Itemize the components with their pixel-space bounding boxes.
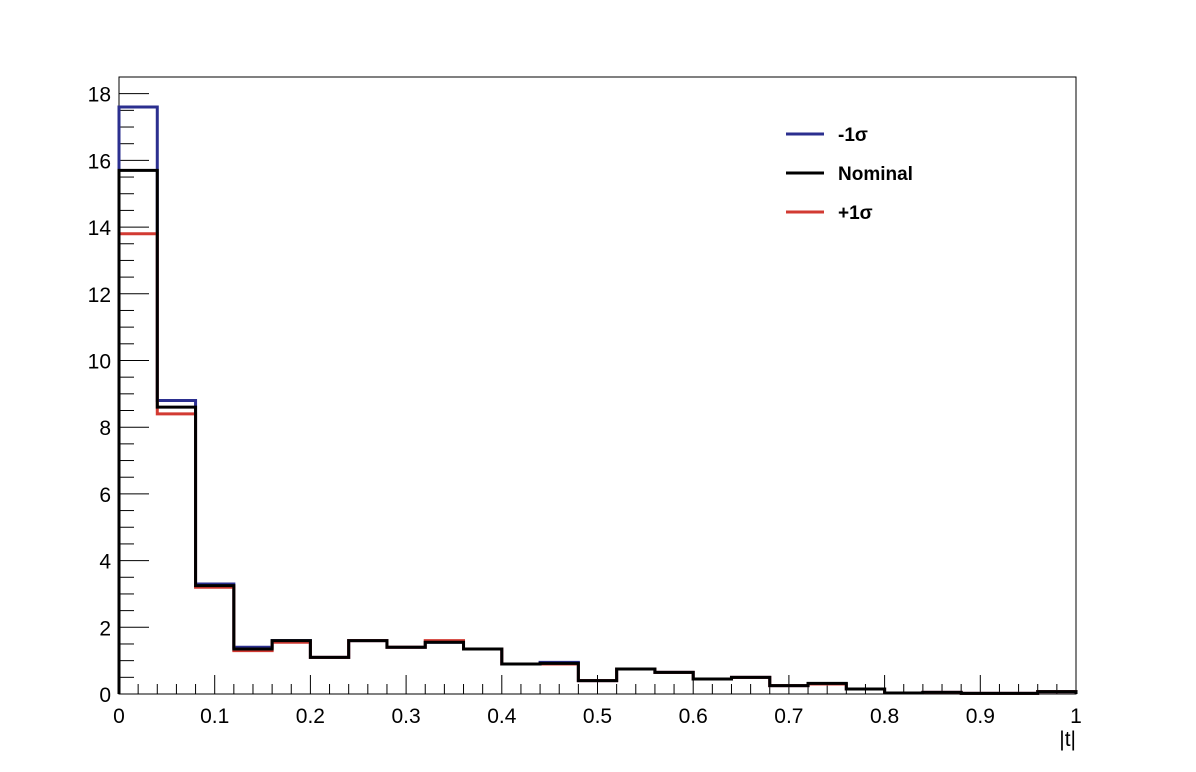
x-tick-label: 0.2 xyxy=(296,705,325,728)
y-tick-label: 12 xyxy=(88,284,111,307)
x-tick-label: 0.4 xyxy=(487,705,517,728)
y-tick-label: 2 xyxy=(99,617,111,640)
series-line xyxy=(117,105,1078,695)
y-tick-label: 6 xyxy=(99,484,111,507)
x-axis-title: |t| xyxy=(1059,728,1076,751)
x-tick-label: 0.1 xyxy=(200,705,229,728)
x-tick-labels: 0 0.1 0.2 0.3 0.4 0.5 0.6 0.7 0.8 0.9 1 xyxy=(113,705,1082,728)
legend: -1σ Nominal +1σ xyxy=(786,125,913,224)
y-tick-label: 10 xyxy=(88,350,111,373)
y-tick-labels: 0 2 4 6 8 10 12 14 16 18 xyxy=(88,84,112,707)
y-tick-label: 16 xyxy=(88,150,111,173)
histogram-series xyxy=(117,105,1078,695)
x-tick-label: 0.7 xyxy=(774,705,803,728)
plot-frame xyxy=(118,76,1077,695)
legend-label: Nominal xyxy=(838,164,913,185)
series-line xyxy=(117,232,1078,695)
x-tick-label: 0.9 xyxy=(966,705,995,728)
y-tick-label: 4 xyxy=(99,551,111,574)
x-tick-label: 0.3 xyxy=(391,705,420,728)
x-tick-label: 0 xyxy=(113,705,125,728)
legend-label: +1σ xyxy=(838,203,873,224)
x-tick-label: 1 xyxy=(1070,705,1082,728)
y-tick-label: 14 xyxy=(88,217,112,240)
series-line xyxy=(117,168,1078,695)
y-tick-label: 8 xyxy=(99,417,111,440)
x-tick-label: 0.5 xyxy=(583,705,612,728)
y-tick-label: 18 xyxy=(88,84,111,107)
axis-ticks xyxy=(118,93,1077,695)
y-tick-label: 0 xyxy=(99,684,111,707)
x-tick-label: 0.6 xyxy=(679,705,708,728)
x-tick-label: 0.8 xyxy=(870,705,899,728)
legend-label: -1σ xyxy=(838,125,868,146)
